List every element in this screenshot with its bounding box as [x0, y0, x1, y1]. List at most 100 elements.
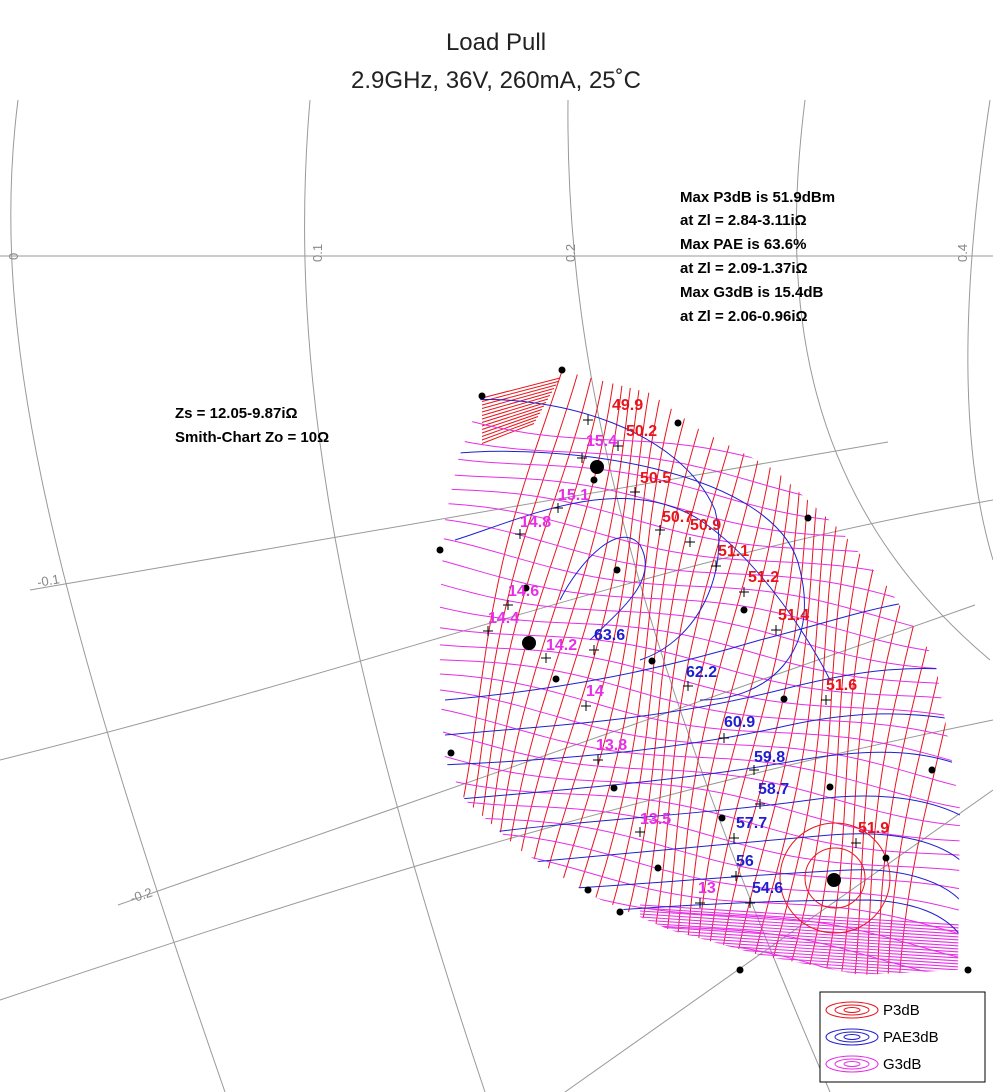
p3db-value-label: 50.5 — [640, 470, 671, 487]
contour-point-marker — [771, 625, 781, 635]
legend-entry-pae3db: PAE3dB — [825, 1028, 939, 1046]
g3db-value-label: 14.2 — [546, 637, 577, 654]
g3db-contour — [440, 829, 960, 917]
contour-point-marker — [683, 681, 693, 691]
measurement-point — [780, 695, 788, 703]
grid-line — [0, 499, 993, 761]
g3db-contour — [639, 946, 960, 968]
contour-point-marker — [739, 587, 749, 597]
g3db-contour — [639, 958, 960, 975]
grid-line — [117, 604, 976, 906]
g3db-value-label: 13.5 — [640, 811, 671, 828]
pae3db-contour — [539, 869, 960, 901]
info-line: at Zl = 2.84-3.11iΩ — [680, 212, 807, 229]
g3db-contour — [440, 706, 960, 812]
p3db-value-label: 50.9 — [690, 517, 721, 534]
measurement-point — [613, 566, 621, 574]
g3db-contour — [440, 814, 960, 894]
legend-box — [819, 991, 986, 1083]
pae3db-contour — [469, 399, 720, 661]
g3db-contour — [440, 580, 960, 672]
contour-point-marker — [589, 645, 599, 655]
p3db-contour — [481, 377, 561, 399]
grid-line — [795, 99, 991, 661]
p3db-value-label: 51.2 — [748, 569, 779, 586]
legend-label: P3dB — [883, 1002, 920, 1019]
g3db-value-label: 14.6 — [508, 583, 539, 600]
pae3db-value-label: 58.7 — [758, 781, 789, 798]
p3db-contour — [500, 370, 635, 975]
measurement-point — [928, 766, 936, 774]
g3db-contour — [639, 949, 960, 971]
p3db-value-label: 51.1 — [718, 543, 749, 560]
legend-label: G3dB — [883, 1056, 921, 1073]
legend-label: PAE3dB — [883, 1029, 939, 1046]
p3db-value-label: 51.9 — [858, 820, 889, 837]
p3db-contour — [481, 384, 557, 406]
contour-point-marker — [711, 561, 721, 571]
g3db-value-label: 15.4 — [586, 433, 617, 450]
contour-point-marker — [695, 898, 705, 908]
contour-point-marker — [613, 441, 623, 451]
contour-point-marker — [749, 765, 759, 775]
contour-point-marker — [630, 487, 640, 497]
grid-label: -0.1 — [36, 571, 61, 590]
measurement-point — [522, 584, 530, 592]
g3db-value-label: 13 — [698, 880, 716, 897]
p3db-contour — [481, 398, 549, 420]
grid-label: 0.4 — [955, 244, 970, 262]
grid-label: -0.2 — [128, 885, 154, 906]
g3db-contour — [639, 967, 960, 975]
measurement-point — [447, 749, 455, 757]
contour-point-marker — [655, 525, 665, 535]
pae3db-value-label: 54.6 — [752, 880, 783, 897]
g3db-value-label: 14.8 — [520, 514, 551, 531]
grid-line — [967, 99, 993, 561]
g3db-contour — [639, 916, 960, 938]
g3db-contour — [639, 928, 960, 950]
contour-point-marker — [731, 871, 741, 881]
grid-label: 0.2 — [563, 244, 578, 262]
chart-subtitle: 2.9GHz, 36V, 260mA, 25˚C — [351, 67, 641, 94]
pae3db-value-label: 60.9 — [724, 714, 755, 731]
measurement-point — [804, 514, 812, 522]
g3db-contour — [440, 728, 960, 828]
pae3db-value-label: 63.6 — [594, 627, 625, 644]
contour-point-marker — [593, 755, 603, 765]
measurement-point — [590, 476, 598, 484]
grid-labels: 0 0.1 0.2 0.4 -0.1 -0.2 — [6, 244, 970, 906]
contour-point-marker — [483, 626, 493, 636]
pae3db-contour — [499, 833, 960, 866]
p3db-value-label: 50.7 — [662, 509, 693, 526]
g3db-contour — [440, 517, 960, 621]
g3db-contour — [440, 643, 960, 723]
g3db-contour — [639, 961, 960, 975]
g3db-contour — [639, 925, 960, 947]
p3db-value-label: 51.4 — [778, 607, 809, 624]
p3db-contour — [587, 370, 720, 975]
p3db-contour — [481, 402, 547, 423]
g3db-value-label: 15.1 — [558, 487, 589, 504]
p3db-value-label: 50.2 — [626, 423, 657, 440]
contour-point-marker — [719, 733, 729, 743]
pae3db-value-label: 57.7 — [736, 815, 767, 832]
grid-line — [304, 99, 486, 1092]
grid-label: 0.1 — [310, 244, 325, 262]
p3db-contour — [606, 370, 737, 975]
contour-point-marker — [821, 695, 831, 705]
g3db-contour — [639, 934, 960, 956]
contour-point-marker — [745, 898, 755, 908]
p3db-contour — [440, 370, 566, 975]
optimum-point — [522, 636, 536, 650]
measurement-point — [436, 546, 444, 554]
info-line: Max PAE is 63.6% — [680, 236, 806, 253]
measurement-point — [674, 419, 682, 427]
p3db-contour — [551, 370, 686, 975]
pae3db-contour — [469, 795, 960, 836]
g3db-contour — [440, 796, 960, 874]
p3db-contour — [481, 423, 535, 444]
chart-title: Load Pull — [446, 29, 546, 56]
g3db-contour — [639, 952, 960, 974]
pae3db-contour — [440, 713, 960, 766]
